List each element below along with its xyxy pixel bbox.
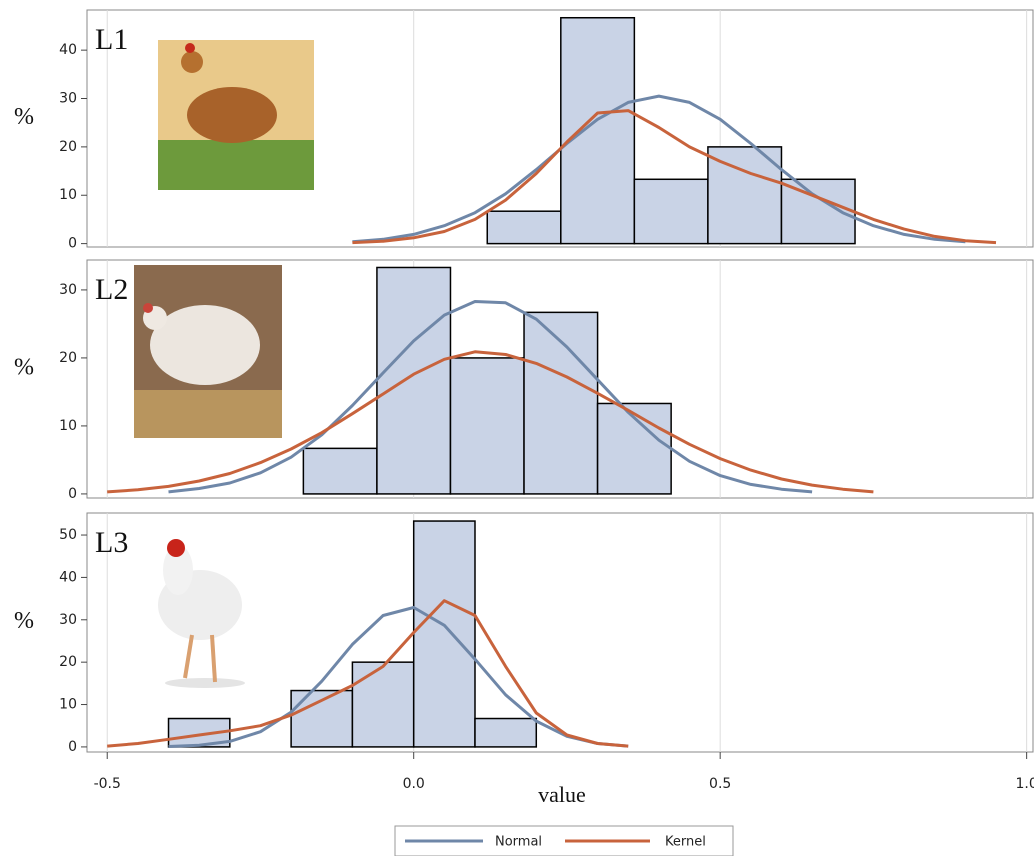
y-tick-label: 20	[59, 350, 77, 366]
y-tick-label: 0	[68, 739, 77, 755]
legend-label: Kernel	[665, 835, 706, 850]
panel-label: L3	[95, 526, 128, 559]
y-tick-label: 20	[59, 654, 77, 670]
y-axis-label: %	[14, 104, 34, 130]
photo-l2	[134, 265, 282, 438]
panel-label: L1	[95, 23, 128, 56]
kernel-curve	[107, 599, 629, 748]
normal-curve	[352, 94, 966, 244]
histogram-bar	[486, 210, 562, 245]
panel: 0 10 20 30 40	[59, 9, 1034, 252]
photo-l3	[158, 539, 245, 688]
panel: 0 10 20 30	[59, 259, 1034, 502]
normal-curve	[168, 300, 813, 494]
histogram-bar	[412, 520, 476, 748]
histogram-bar	[351, 661, 415, 748]
panel: 0 10 20 30 40 50	[59, 512, 1034, 755]
y-tick-label: 0	[68, 236, 77, 252]
x-tick-label: 0.0	[403, 776, 425, 792]
y-axis-label: %	[14, 355, 34, 381]
histogram-bar	[474, 717, 538, 748]
panel-frame	[86, 512, 1034, 753]
y-tick-label: 30	[59, 612, 77, 628]
photo-l1	[158, 40, 314, 190]
histogram-bar	[633, 178, 709, 245]
y-tick-label: 10	[59, 187, 77, 203]
histogram-bar	[707, 146, 783, 245]
panel-frame	[86, 259, 1034, 499]
x-tick-label: 0.5	[709, 776, 731, 792]
normal-curve	[168, 606, 629, 748]
y-tick-label: 10	[59, 418, 77, 434]
x-tick-label: -0.5	[94, 776, 121, 792]
y-tick-label: 40	[59, 42, 77, 58]
y-tick-label: 20	[59, 139, 77, 155]
x-axis-label: value	[538, 782, 586, 807]
y-axis-label: %	[14, 608, 34, 634]
legend-label: Normal	[495, 835, 542, 850]
histogram-bar	[560, 16, 636, 245]
y-tick-label: 10	[59, 697, 77, 713]
y-tick-label: 50	[59, 527, 77, 543]
y-tick-label: 40	[59, 569, 77, 585]
y-tick-label: 0	[68, 486, 77, 502]
histogram-bar	[449, 357, 525, 495]
panel-frame	[86, 9, 1034, 248]
kernel-curve	[107, 350, 874, 494]
x-tick-label: 1.0	[1016, 776, 1034, 792]
legend: Normal Kernel	[394, 825, 734, 856]
y-tick-label: 30	[59, 282, 77, 298]
histogram-bar	[376, 266, 452, 495]
kernel-curve	[352, 109, 997, 245]
y-tick-label: 30	[59, 91, 77, 107]
histogram-bar	[302, 447, 378, 495]
panel-label: L2	[95, 273, 128, 306]
